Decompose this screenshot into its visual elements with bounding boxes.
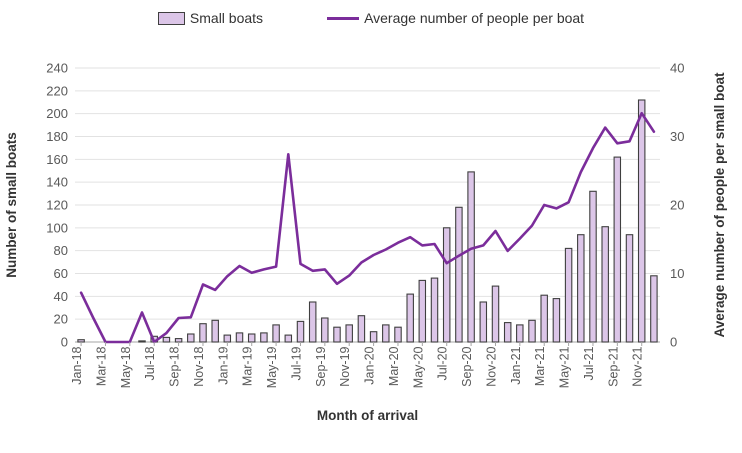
- trend-line: [79, 111, 656, 344]
- bar: [138, 340, 146, 343]
- x-tick-label: Mar-19: [241, 346, 255, 386]
- x-tick-label: Nov-19: [338, 346, 352, 386]
- y-left-tick-label: 140: [46, 175, 68, 190]
- bar: [406, 293, 414, 343]
- bar: [442, 227, 451, 343]
- y-left-tick-label: 80: [54, 243, 68, 258]
- bar: [272, 324, 280, 343]
- x-tick-label: Sep-21: [606, 346, 620, 386]
- bar: [187, 333, 195, 343]
- bar: [479, 301, 488, 343]
- x-tick-label: Sep-20: [460, 346, 474, 386]
- y-left-tick-label: 160: [46, 152, 68, 167]
- bar: [637, 99, 646, 343]
- x-tick-label: Mar-18: [94, 346, 108, 386]
- chart-legend: Small boats Average number of people per…: [0, 10, 742, 26]
- y-left-tick-label: 40: [54, 289, 68, 304]
- y-left-axis-title: Number of small boats: [4, 132, 19, 278]
- y-left-tick-label: 200: [46, 106, 68, 121]
- legend-item-small-boats: Small boats: [157, 10, 264, 26]
- y-right-axis-title: Average number of people per small boat: [712, 72, 727, 338]
- bar: [333, 326, 341, 343]
- x-tick-label: May-18: [119, 346, 133, 388]
- x-tick-label: Nov-21: [631, 346, 645, 386]
- bar: [503, 322, 512, 343]
- legend-label-small-boats: Small boats: [189, 10, 264, 26]
- y-left-tick-label: 20: [54, 312, 68, 327]
- bar: [455, 206, 463, 343]
- bar: [430, 277, 439, 343]
- x-tick-label: May-20: [411, 346, 425, 388]
- bar: [564, 247, 573, 343]
- bar: [528, 319, 536, 343]
- bar: [235, 332, 244, 343]
- bar: [223, 334, 232, 343]
- y-left-tick-label: 60: [54, 266, 68, 281]
- bar: [613, 156, 622, 343]
- y-left-tick-label: 220: [46, 83, 68, 98]
- x-tick-label: Sep-19: [314, 346, 328, 386]
- bar: [357, 315, 366, 343]
- y-right-tick-label: 0: [670, 335, 677, 350]
- bar: [321, 317, 329, 343]
- x-tick-label: Jul-20: [436, 346, 450, 380]
- bar: [601, 226, 609, 343]
- x-tick-label: Jan-20: [363, 346, 377, 384]
- bar: [418, 279, 427, 343]
- x-tick-label: Mar-20: [387, 346, 401, 386]
- bar: [77, 339, 85, 343]
- y-left-tick-label: 240: [46, 61, 68, 76]
- bar: [577, 234, 585, 343]
- y-right-tick-label: 30: [670, 129, 684, 144]
- y-right-tick-label: 10: [670, 266, 684, 281]
- y-right-tick-label: 20: [670, 198, 684, 213]
- x-tick-label: May-19: [265, 346, 279, 388]
- bar: [211, 319, 219, 343]
- y-right-tick-label: 40: [670, 61, 684, 76]
- bar: [296, 320, 305, 343]
- x-tick-label: Jan-18: [70, 346, 84, 384]
- x-tick-label: Mar-21: [533, 346, 547, 386]
- x-axis-title: Month of arrival: [317, 408, 418, 423]
- bar: [516, 324, 524, 343]
- line-swatch-icon: [327, 16, 360, 20]
- bar: [260, 332, 268, 343]
- legend-label-average-people: Average number of people per boat: [364, 10, 585, 26]
- bar: [369, 331, 378, 343]
- y-left-tick-label: 100: [46, 220, 68, 235]
- x-tick-label: Nov-18: [192, 346, 206, 386]
- x-tick-label: Jul-18: [143, 346, 157, 380]
- x-tick-label: Jul-19: [289, 346, 303, 380]
- bar: [394, 326, 402, 343]
- y-left-tick-label: 180: [46, 129, 68, 144]
- bar: [589, 190, 597, 343]
- bar: [552, 298, 561, 343]
- bar: [467, 171, 475, 343]
- bar: [284, 334, 293, 343]
- x-tick-label: Sep-18: [168, 346, 182, 386]
- x-tick-label: Jan-19: [216, 346, 230, 384]
- bar: [308, 301, 317, 343]
- y-left-tick-label: 0: [61, 335, 68, 350]
- y-left-tick-label: 120: [46, 198, 68, 213]
- bar-swatch-icon: [157, 11, 185, 25]
- bar: [199, 323, 207, 343]
- bar: [247, 333, 256, 343]
- bar: [382, 324, 390, 343]
- bar: [162, 336, 171, 343]
- bar: [491, 285, 500, 343]
- bar: [625, 234, 634, 343]
- legend-item-average-people: Average number of people per boat: [327, 10, 584, 26]
- x-tick-label: May-21: [558, 346, 572, 388]
- bar: [540, 294, 548, 343]
- bar: [650, 275, 658, 343]
- bar: [174, 338, 183, 343]
- x-tick-label: Jan-21: [509, 346, 523, 384]
- x-tick-label: Jul-21: [582, 346, 596, 380]
- x-tick-label: Nov-20: [484, 346, 498, 386]
- bar: [345, 324, 353, 343]
